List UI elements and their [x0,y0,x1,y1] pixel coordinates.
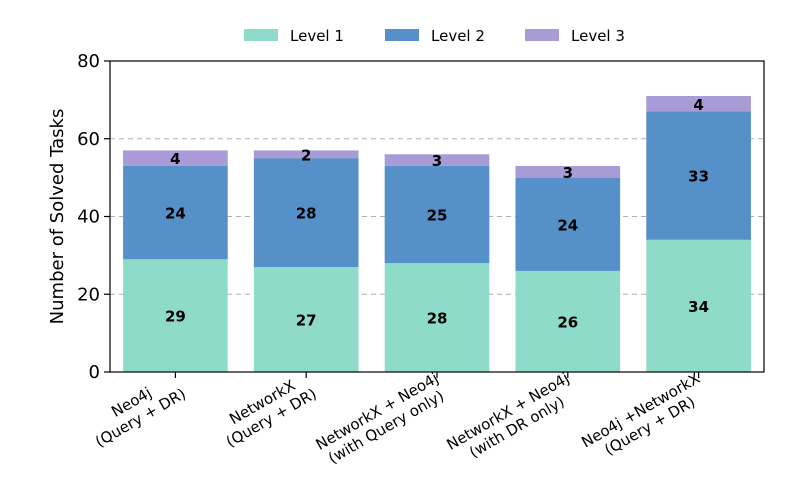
bar-segment-level-3 [253,150,359,159]
plot-frame [109,60,765,373]
data-label: 3 [563,164,573,182]
bar-segment-level-1 [515,270,621,372]
data-label: 26 [557,313,578,331]
data-label: 3 [432,152,442,170]
bar-segment-level-1 [646,239,751,372]
data-label: 2 [301,146,311,164]
data-label: 28 [427,310,448,328]
y-axis: 0 20 40 60 80 [77,51,110,383]
bar-segment-level-3 [384,154,490,166]
bar-segment-level-2 [123,165,228,260]
legend: Level 1 Level 2 Level 3 [244,27,625,45]
y-tick-label: 0 [89,362,100,383]
data-label: 29 [165,308,186,326]
data-label: 24 [165,205,186,223]
bar-segment-level-1 [384,263,490,372]
legend-swatch [385,29,419,41]
y-tick-label: 20 [77,284,100,305]
bar-segment-level-2 [646,111,751,240]
x-tick-label: Neo4j +NetworkX(Query + DR) [578,369,703,459]
y-tick-label: 60 [77,129,100,150]
bar-segment-level-1 [253,267,359,372]
legend-swatch [244,29,278,41]
x-tick-label: NetworkX + Neo4j(with Query only) [313,369,447,467]
y-axis-label: Number of Solved Tasks [47,109,68,325]
data-label: 24 [557,216,578,234]
data-label: 27 [296,312,317,330]
data-label: 4 [170,150,180,168]
data-label: 34 [688,298,709,316]
y-tick-label: 80 [77,51,100,72]
bar-segment-level-2 [253,158,359,268]
y-tick-label: 40 [77,207,100,228]
bar-segment-level-3 [123,150,228,166]
legend-label: Level 2 [431,27,485,45]
data-label: 4 [693,96,703,114]
data-label: 25 [427,207,448,225]
bar-segment-level-3 [515,165,621,178]
data-label: 33 [688,168,709,186]
legend-label: Level 3 [571,27,625,45]
bar-segment-level-2 [384,165,490,264]
x-tick-label: NetworkX(Query + DR) [223,376,320,451]
data-label: 28 [296,205,317,223]
bar-segment-level-2 [515,177,621,271]
bar-segment-level-3 [646,95,751,112]
bar-segment-level-1 [123,259,228,372]
legend-swatch [525,29,559,41]
x-axis: Neo4j(Query + DR) NetworkX(Query + DR)Net… [92,369,703,467]
x-tick-label: NetworkX + Neo4j(with DR only) [443,369,572,461]
legend-label: Level 1 [290,27,344,45]
